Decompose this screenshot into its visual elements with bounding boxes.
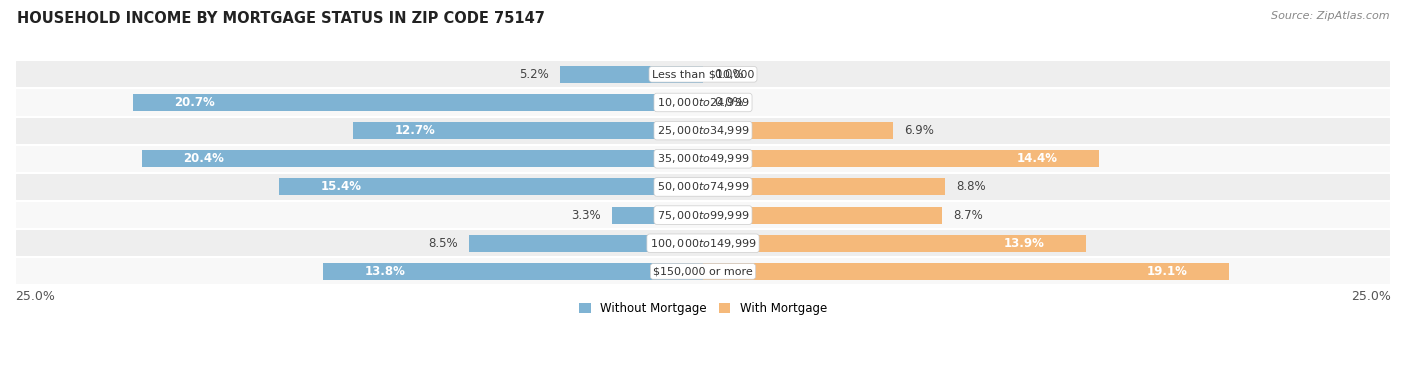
Bar [353, 122, 703, 139]
Text: 20.4%: 20.4% [183, 152, 224, 165]
Text: $150,000 or more: $150,000 or more [654, 267, 752, 276]
Bar [280, 178, 703, 195]
Bar [15, 116, 1391, 145]
Bar [560, 66, 703, 83]
Bar [612, 207, 703, 224]
Text: 8.5%: 8.5% [429, 237, 458, 250]
Bar [15, 229, 1391, 257]
Text: 19.1%: 19.1% [1146, 265, 1187, 278]
Bar [15, 145, 1391, 173]
Text: $100,000 to $149,999: $100,000 to $149,999 [650, 237, 756, 250]
Text: $75,000 to $99,999: $75,000 to $99,999 [657, 208, 749, 222]
Bar [142, 150, 703, 167]
Text: 8.7%: 8.7% [953, 208, 983, 222]
Text: 0.0%: 0.0% [714, 96, 744, 109]
Text: 5.2%: 5.2% [519, 68, 548, 81]
Bar [15, 201, 1391, 229]
Bar [134, 94, 703, 111]
Bar [703, 263, 1229, 280]
Text: 25.0%: 25.0% [1351, 290, 1391, 303]
Text: 13.9%: 13.9% [1004, 237, 1045, 250]
Legend: Without Mortgage, With Mortgage: Without Mortgage, With Mortgage [574, 298, 832, 320]
Text: 0.0%: 0.0% [714, 68, 744, 81]
Text: 12.7%: 12.7% [395, 124, 436, 137]
Bar [703, 235, 1085, 252]
Text: 8.8%: 8.8% [956, 181, 986, 193]
Text: 3.3%: 3.3% [572, 208, 602, 222]
Text: Source: ZipAtlas.com: Source: ZipAtlas.com [1271, 11, 1389, 21]
Text: Less than $10,000: Less than $10,000 [652, 69, 754, 79]
Bar [15, 257, 1391, 285]
Bar [470, 235, 703, 252]
Bar [323, 263, 703, 280]
Text: 25.0%: 25.0% [15, 290, 55, 303]
Text: 15.4%: 15.4% [321, 181, 361, 193]
Bar [703, 150, 1099, 167]
Text: 20.7%: 20.7% [174, 96, 215, 109]
Text: HOUSEHOLD INCOME BY MORTGAGE STATUS IN ZIP CODE 75147: HOUSEHOLD INCOME BY MORTGAGE STATUS IN Z… [17, 11, 544, 26]
Bar [703, 178, 945, 195]
Bar [15, 60, 1391, 88]
Text: 14.4%: 14.4% [1017, 152, 1057, 165]
Text: $35,000 to $49,999: $35,000 to $49,999 [657, 152, 749, 165]
Bar [703, 207, 942, 224]
Text: 13.8%: 13.8% [364, 265, 405, 278]
Bar [703, 122, 893, 139]
Bar [15, 88, 1391, 116]
Text: 6.9%: 6.9% [904, 124, 934, 137]
Text: $50,000 to $74,999: $50,000 to $74,999 [657, 181, 749, 193]
Bar [15, 173, 1391, 201]
Text: $25,000 to $34,999: $25,000 to $34,999 [657, 124, 749, 137]
Text: $10,000 to $24,999: $10,000 to $24,999 [657, 96, 749, 109]
